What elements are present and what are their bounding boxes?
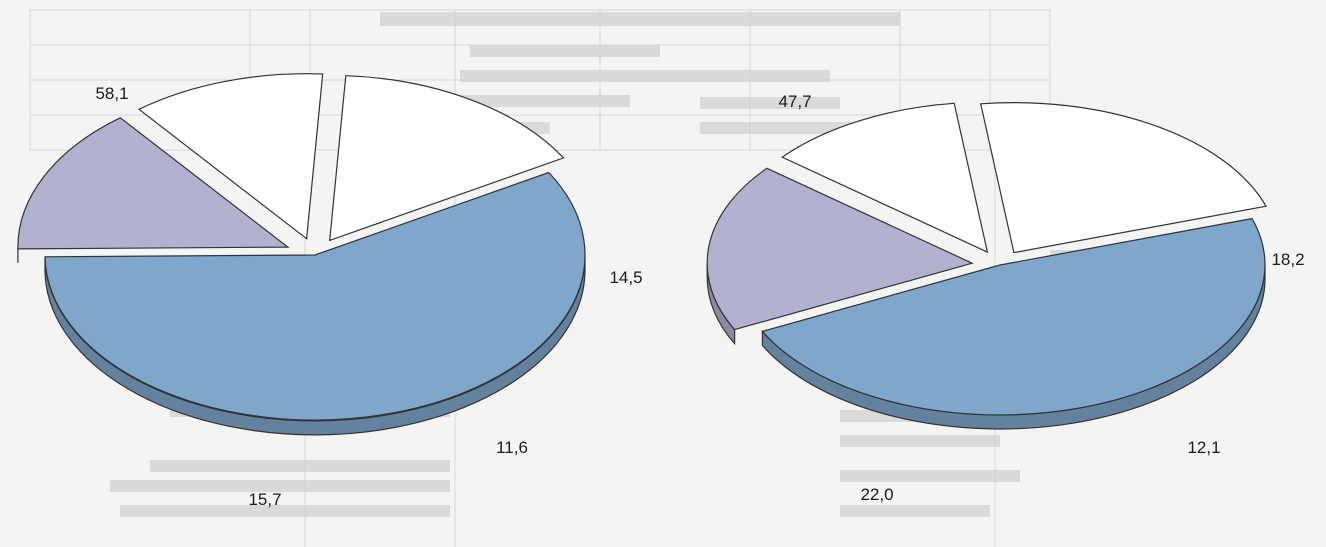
pie-slice-top [761, 217, 1266, 416]
pie-slice-top [17, 117, 290, 250]
slice-value-label: 15,7 [248, 490, 281, 509]
pie-slice-top [44, 171, 586, 421]
pie-slice-top [137, 73, 324, 240]
slice-value-label: 12,1 [1187, 438, 1220, 457]
pie-slice-top [979, 102, 1267, 254]
slice-value-label: 11,6 [496, 438, 528, 457]
pie-slice-top [706, 167, 974, 331]
pie-slice [44, 171, 586, 436]
pie-slice-top [329, 75, 565, 242]
slice-value-label: 18,2 [1271, 250, 1304, 269]
pie-slice [780, 102, 989, 254]
pie-chart-2: 47,7 18,2 12,1 22,0 [706, 92, 1305, 504]
slice-value-label: 22,0 [860, 485, 893, 504]
pie-slice-side [44, 254, 586, 436]
pie-slice [761, 217, 1266, 430]
pie-slice-top [780, 102, 989, 254]
pie-slice [706, 167, 974, 346]
pie-slice [979, 102, 1267, 254]
pie-slice [137, 73, 324, 240]
slice-value-label: 14,5 [609, 268, 642, 287]
slice-value-label: 58,1 [95, 84, 128, 103]
slice-value-label: 47,7 [778, 92, 811, 111]
pie-chart-1: 58,1 14,5 11,6 15,7 [17, 73, 643, 509]
pie-slice [329, 75, 565, 242]
pie-slice [17, 117, 290, 263]
